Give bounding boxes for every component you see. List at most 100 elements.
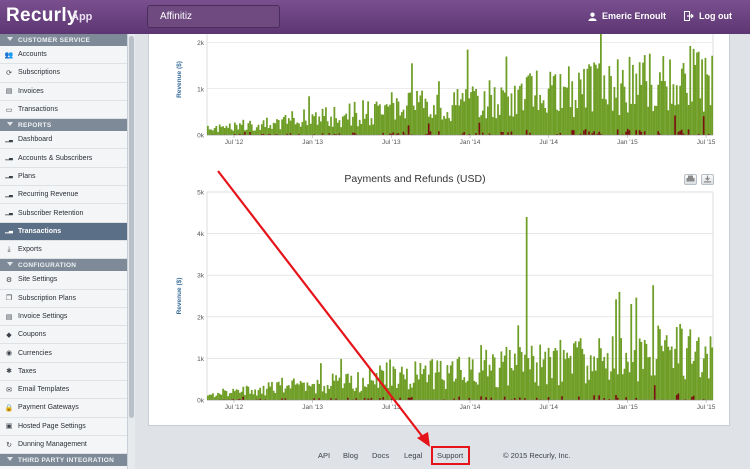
payment-bar [645, 343, 648, 400]
footer-link-api[interactable]: API [318, 451, 331, 460]
payment-bar [675, 85, 678, 135]
sidebar-section-0[interactable]: CUSTOMER SERVICE [0, 34, 127, 46]
sidebar-section-1[interactable]: REPORTS [0, 119, 127, 132]
sidebar-item-transactions[interactable]: ▭ Transactions [0, 101, 127, 120]
sidebar-item-exports[interactable]: ⤓ Exports [0, 241, 127, 260]
payment-bar [594, 64, 597, 135]
payment-bar [454, 105, 457, 135]
sidebar-item-site-settings[interactable]: ⚙ Site Settings [0, 271, 127, 290]
footer-link-docs[interactable]: Docs [372, 451, 390, 460]
x-tick-label: Jul '15 [697, 139, 716, 146]
sidebar-section-title: REPORTS [18, 122, 52, 130]
footer-link-legal[interactable]: Legal [404, 451, 423, 460]
payment-bar [390, 385, 393, 400]
payment-bar [486, 376, 489, 400]
payment-bar [298, 123, 300, 135]
payment-bar [266, 388, 268, 400]
payment-bar [225, 125, 228, 135]
collapse-triangle-icon [7, 262, 13, 267]
payment-bar [554, 74, 557, 135]
payment-bar [591, 371, 594, 400]
sidebar-item-accounts[interactable]: 👥 Accounts [0, 46, 127, 65]
payment-bar [252, 394, 255, 400]
payment-bar [355, 112, 358, 135]
sidebar-scroll-thumb[interactable] [129, 36, 134, 418]
payment-bar [456, 89, 459, 135]
payment-bar [471, 359, 474, 400]
refund-bar [638, 130, 641, 135]
sidebar-item-coupons[interactable]: ◆ Coupons [0, 326, 127, 345]
sidebar-section-3[interactable]: THIRD PARTY INTEGRATION [0, 454, 127, 467]
sidebar-item-invoice-settings[interactable]: ▤ Invoice Settings [0, 308, 127, 327]
payment-bar [326, 121, 329, 135]
sidebar-item-dashboard[interactable]: ▁▃ Dashboard [0, 131, 127, 150]
payment-bar [431, 117, 434, 135]
logo-app-label: App [71, 11, 93, 23]
payment-bar [271, 128, 273, 135]
download-button[interactable] [701, 174, 714, 185]
user-menu[interactable]: Emeric Ernoult [588, 11, 666, 21]
payment-bar [343, 115, 346, 135]
sidebar-item-dunning-management[interactable]: ↻ Dunning Management [0, 436, 127, 455]
footer-link-blog[interactable]: Blog [343, 451, 359, 460]
sidebar-item-subscriber-retention[interactable]: ▁▃ Subscriber Retention [0, 204, 127, 223]
bar-chart-icon: ▁▃ [5, 210, 13, 217]
tag-icon: ◆ [6, 331, 12, 339]
payment-bar [266, 117, 268, 135]
payment-bar [426, 382, 429, 400]
print-button[interactable] [684, 174, 697, 185]
refund-bar [335, 398, 337, 400]
refund-bar [468, 134, 471, 135]
payment-bar [304, 390, 307, 400]
refund-bar [535, 397, 538, 400]
payment-bar [578, 72, 580, 135]
y-tick-label: 3k [197, 273, 205, 280]
payment-bar [632, 361, 634, 400]
payment-bar [583, 68, 585, 135]
payment-bar [421, 90, 423, 135]
payment-bar [573, 343, 575, 400]
refund-bar [525, 129, 528, 135]
payment-bar [475, 382, 477, 400]
payment-bar [507, 96, 509, 135]
sidebar-item-hosted-page-settings[interactable]: ▣ Hosted Page Settings [0, 418, 127, 436]
recurly-logo[interactable]: Recurly [6, 5, 78, 26]
payment-bar [476, 95, 479, 135]
refund-bar [478, 122, 481, 135]
refund-bar [379, 398, 381, 400]
sidebar-item-recurring-revenue[interactable]: ▁▃ Recurring Revenue [0, 186, 127, 205]
payment-bar [564, 87, 567, 135]
refund-bar [635, 130, 638, 135]
sidebar-item-transactions[interactable]: ▁▃ Transactions [0, 222, 127, 241]
sidebar-item-label: Payment Gateways [18, 404, 79, 412]
envelope-icon: ✉ [6, 386, 12, 394]
sidebar-item-invoices[interactable]: ▤ Invoices [0, 83, 127, 101]
sidebar-item-email-templates[interactable]: ✉ Email Templates [0, 381, 127, 400]
sidebar-item-accounts-subscribers[interactable]: ▁▃ Accounts & Subscribers [0, 149, 127, 168]
payment-bar [530, 76, 533, 135]
payment-bar [272, 390, 275, 400]
payment-bar [293, 117, 295, 135]
payment-bar [468, 357, 471, 400]
sidebar-item-payment-gateways[interactable]: 🔒 Payment Gateways [0, 399, 127, 418]
refund-bar [262, 133, 265, 135]
payment-bar [228, 123, 231, 135]
payment-bar [228, 393, 231, 400]
payment-bar [647, 357, 649, 400]
sidebar-item-currencies[interactable]: ◉ Currencies [0, 344, 127, 363]
payment-bar [309, 123, 312, 135]
payment-bar [406, 368, 408, 400]
sidebar-item-plans[interactable]: ▁▃ Plans [0, 168, 127, 187]
payment-bar [330, 385, 332, 400]
logout-button[interactable]: Log out [684, 11, 732, 21]
refund-bar [281, 398, 283, 400]
account-switcher[interactable]: Affinitiz [147, 5, 280, 28]
footer-link-support[interactable]: Support [437, 451, 464, 460]
sidebar-item-subscription-plans[interactable]: ❐ Subscription Plans [0, 290, 127, 308]
user-icon [588, 12, 597, 21]
sidebar-item-taxes[interactable]: ✱ Taxes [0, 363, 127, 382]
sidebar-item-subscriptions[interactable]: ⟳ Subscriptions [0, 64, 127, 83]
payment-bar [547, 347, 550, 400]
sidebar-section-2[interactable]: CONFIGURATION [0, 259, 127, 272]
payment-bar [289, 120, 292, 135]
